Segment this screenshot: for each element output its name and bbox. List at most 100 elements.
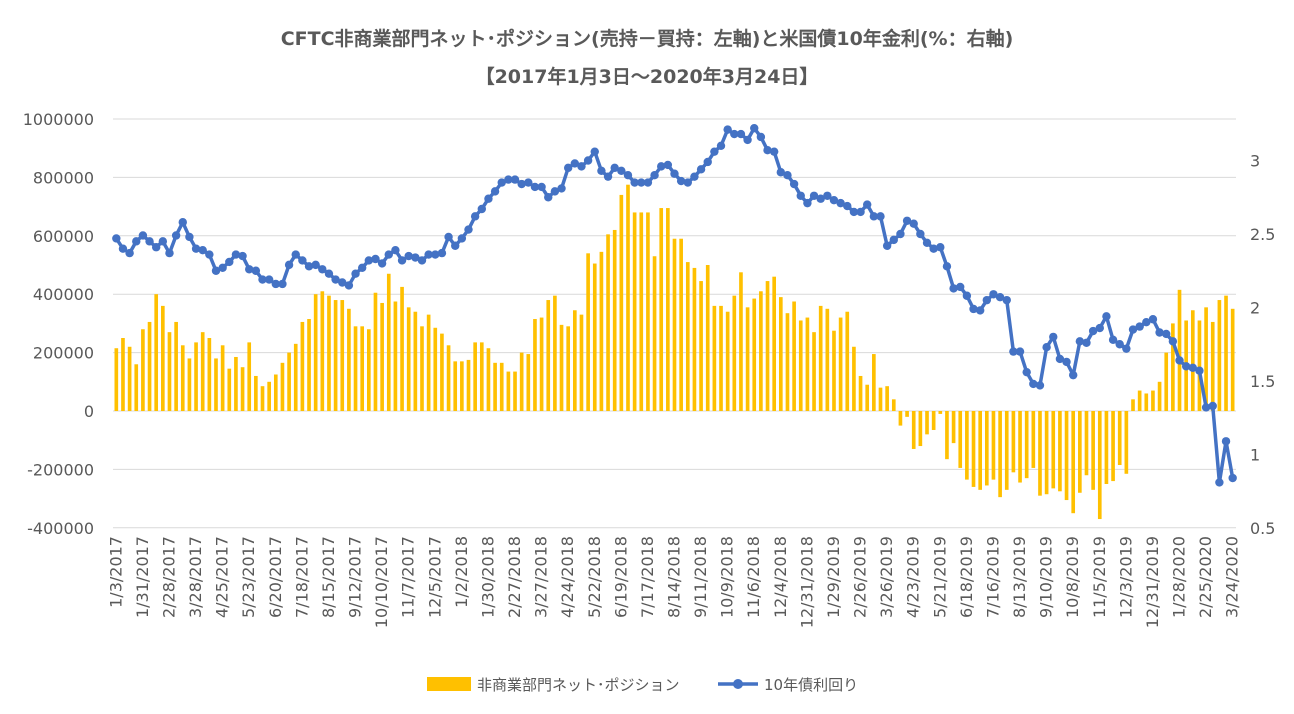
- bar: [227, 368, 232, 411]
- yield-point: [969, 304, 978, 314]
- bar: [187, 358, 192, 411]
- left-axis-tick-label: 400000: [33, 285, 94, 304]
- yield-point: [623, 171, 633, 180]
- bar: [818, 305, 823, 411]
- yield-point: [517, 179, 526, 189]
- yield-point: [637, 178, 646, 187]
- x-axis-tick-label: 12/31/2019: [1143, 536, 1162, 628]
- yield-point: [756, 132, 766, 142]
- bar: [1224, 295, 1228, 411]
- yield-point: [763, 146, 772, 155]
- bar: [313, 294, 318, 411]
- right-axis-tick-label: 2: [1250, 299, 1260, 318]
- yield-point: [324, 269, 334, 278]
- bar: [772, 276, 777, 411]
- yield-point: [942, 262, 952, 271]
- yield-point: [610, 163, 619, 173]
- right-axis-tick-label: 2.5: [1250, 225, 1275, 244]
- yield-point: [537, 182, 546, 192]
- bar: [878, 387, 883, 411]
- yield-point: [490, 187, 500, 196]
- yield-point: [856, 207, 865, 217]
- yield-point: [889, 235, 898, 245]
- bar: [214, 358, 218, 411]
- bar: [207, 338, 212, 411]
- yield-point: [311, 260, 320, 270]
- bar: [1230, 308, 1235, 411]
- x-axis-tick-label: 1/3/2017: [106, 536, 125, 608]
- yield-point: [1015, 347, 1025, 356]
- x-axis-tick-label: 9/12/2017: [346, 536, 365, 618]
- bar: [327, 295, 331, 411]
- bar: [825, 308, 830, 411]
- chart-subtitle: 【2017年1月3日～2020年3月24日】: [475, 66, 819, 88]
- legend-swatch-bars: [427, 677, 471, 691]
- bar: [200, 332, 205, 411]
- x-axis-tick-label: 12/5/2017: [425, 536, 444, 618]
- yield-point: [411, 253, 420, 262]
- bar: [958, 411, 963, 468]
- yield-point: [145, 237, 154, 246]
- yield-point: [829, 195, 839, 205]
- yield-point: [371, 254, 380, 264]
- bar: [692, 267, 697, 411]
- yield-point: [769, 147, 779, 156]
- bar: [998, 411, 1002, 498]
- bar: [234, 356, 238, 411]
- yield-point: [211, 266, 221, 275]
- yield-point: [417, 256, 427, 265]
- bar: [1018, 411, 1022, 483]
- yield-point: [736, 129, 746, 139]
- yield-point: [524, 178, 533, 187]
- bar: [254, 375, 258, 411]
- bar: [592, 263, 597, 411]
- yield-point: [789, 179, 799, 189]
- bar: [559, 324, 564, 411]
- bar: [1078, 411, 1082, 493]
- yield-point: [231, 250, 241, 259]
- bar: [1151, 390, 1155, 411]
- bar: [141, 329, 145, 411]
- bar: [865, 384, 870, 411]
- bar: [539, 317, 544, 411]
- yield-point: [251, 266, 261, 275]
- yield-point: [198, 245, 207, 255]
- x-axis-tick-label: 1/2/2018: [452, 536, 471, 608]
- x-axis-tick-label: 3/24/2020: [1223, 536, 1242, 618]
- bar: [891, 399, 896, 411]
- bar: [426, 314, 431, 411]
- bar: [918, 411, 923, 447]
- x-axis-tick-label: 12/4/2018: [771, 536, 790, 618]
- x-axis-tick-label: 6/19/2018: [611, 536, 630, 618]
- bar: [792, 301, 796, 411]
- bar: [240, 367, 245, 411]
- yield-point: [1195, 366, 1204, 375]
- bar: [1024, 411, 1029, 479]
- bar: [320, 291, 325, 411]
- x-axis-tick-label: 7/17/2018: [638, 536, 657, 618]
- bar: [931, 411, 936, 430]
- yield-point: [783, 171, 792, 180]
- bar: [413, 311, 418, 411]
- yield-point: [836, 198, 845, 208]
- yield-point: [663, 160, 673, 170]
- yield-point: [710, 147, 719, 156]
- yield-point: [1029, 379, 1038, 389]
- bar: [373, 292, 378, 411]
- bar: [978, 411, 982, 490]
- x-axis-tick-label: 1/30/2018: [478, 536, 497, 618]
- yield-point: [165, 248, 174, 258]
- yield-point: [1002, 295, 1011, 305]
- bar: [1117, 411, 1122, 466]
- bar: [147, 321, 152, 411]
- yield-point: [716, 141, 726, 150]
- bar: [725, 311, 730, 411]
- yield-point: [264, 275, 274, 284]
- bar: [499, 362, 504, 411]
- legend-label-bars: 非商業部門ネット･ポジション: [477, 676, 680, 694]
- bar: [493, 362, 497, 411]
- yield-point: [1135, 322, 1144, 331]
- yield-point: [245, 265, 254, 274]
- bar: [127, 346, 132, 411]
- yield-point: [397, 256, 407, 265]
